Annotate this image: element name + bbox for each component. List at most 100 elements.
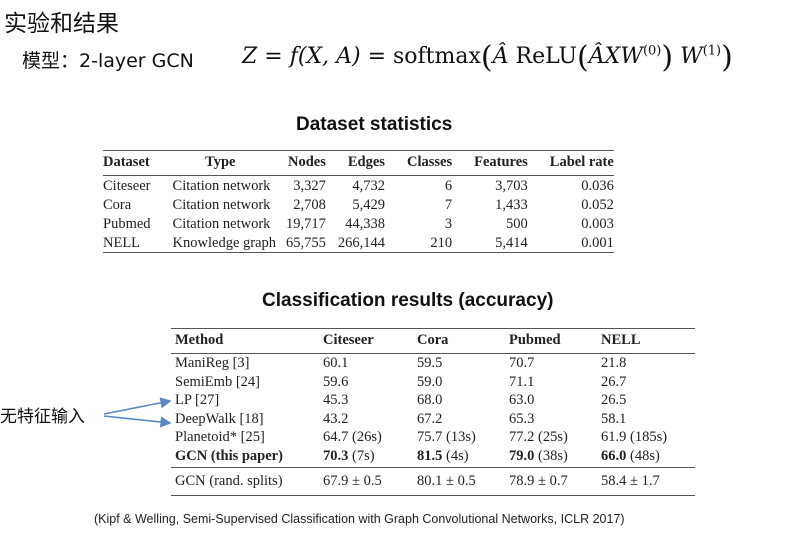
cell: 2,708 (293, 197, 326, 213)
col-header: Cora (413, 328, 505, 354)
model-label: 模型：2-layer GCN (22, 50, 194, 72)
cell: 21.8 (601, 355, 627, 371)
cell-value: 79.0 (509, 447, 535, 464)
cell: 66.0 (48s) (597, 446, 695, 468)
cell: 44,338 (345, 216, 385, 232)
cell: NELL (103, 233, 161, 253)
cell: Planetoid* [25] (175, 429, 265, 445)
cell: Citeseer (103, 178, 151, 194)
annotation-arrows (103, 397, 172, 428)
cell-value: 81.5 (417, 447, 443, 464)
cell: 58.4 ± 1.7 (597, 467, 695, 496)
cell-time: (38s) (534, 447, 568, 464)
cell: 43.2 (323, 410, 349, 427)
cell: 26.5 (601, 392, 627, 408)
col-header: Label rate (537, 150, 614, 176)
cell: 80.1 ± 0.5 (413, 467, 505, 496)
cell: 0.036 (581, 178, 614, 194)
col-header: Citeseer (319, 328, 413, 354)
cell: 81.5 (4s) (413, 446, 505, 468)
cell: ManiReg [3] (175, 355, 250, 371)
cell: Cora (103, 197, 132, 213)
col-header: Classes (394, 150, 463, 176)
table-row: Citeseer Citation network 3,327 4,732 6 … (103, 176, 614, 196)
cell: 70.7 (509, 355, 535, 371)
cell: 0.003 (581, 216, 614, 232)
cell: Knowledge graph (160, 233, 287, 253)
formula-w: W (680, 44, 703, 69)
cell: 3,327 (293, 178, 326, 194)
cell: 67.9 ± 0.5 (319, 467, 413, 496)
cell-time: (48s) (626, 447, 660, 464)
table-header-row: Dataset Type Nodes Edges Classes Feature… (103, 150, 614, 176)
table-row-gcn: GCN (this paper) 70.3 (7s) 81.5 (4s) 79.… (171, 446, 695, 468)
table-row: LP [27] 45.3 68.0 63.0 26.5 (171, 391, 695, 410)
formula-softmax: = softmax (360, 44, 481, 69)
formula-eq: = (257, 44, 290, 69)
cell: 3,703 (495, 178, 528, 194)
table-row-footer: GCN (rand. splits) 67.9 ± 0.5 80.1 ± 0.5… (171, 467, 695, 496)
col-header: Nodes (286, 150, 336, 176)
cell-value: 66.0 (601, 447, 627, 464)
col-header: Pubmed (505, 328, 597, 354)
cell: 26.7 (601, 373, 627, 390)
cell: 59.5 (417, 355, 443, 371)
cell: 45.3 (323, 392, 349, 408)
cell: 6 (444, 178, 453, 194)
formula-xw: XW (604, 44, 643, 69)
cell: 61.9 (185s) (601, 429, 668, 445)
cell: 75.7 (13s) (417, 429, 476, 445)
cell: 5,414 (462, 233, 538, 253)
cell: GCN (this paper) (171, 446, 319, 468)
table-row: ManiReg [3] 60.1 59.5 70.7 21.8 (171, 354, 695, 373)
cell: SemiEmb [24] (175, 373, 260, 390)
cell: 4,732 (352, 178, 385, 194)
cell: GCN (rand. splits) (171, 467, 319, 496)
formula-z: Z (242, 44, 258, 69)
cell: 65.3 (509, 410, 535, 427)
classification-table: Method Citeseer Cora Pubmed NELL ManiReg… (171, 328, 695, 496)
cell: 65,755 (286, 233, 336, 253)
cell: Citation network (172, 216, 271, 232)
formula-w1: (1) (702, 43, 722, 59)
table-row: NELL Knowledge graph 65,755 266,144 210 … (103, 233, 614, 253)
cell: 63.0 (509, 392, 535, 408)
cell: 70.3 (7s) (319, 446, 413, 468)
cell: Citation network (172, 197, 271, 213)
classification-title: Classification results (accuracy) (262, 290, 554, 311)
dataset-stats-title: Dataset statistics (296, 114, 453, 135)
cell: 64.7 (26s) (323, 429, 382, 445)
cell: 79.0 (38s) (505, 446, 597, 468)
cell: 59.0 (417, 373, 443, 390)
cell: 5,429 (352, 197, 385, 213)
cell: LP [27] (175, 392, 220, 408)
cell-value: 70.3 (323, 447, 349, 464)
arrow-to-lp (103, 397, 172, 415)
dataset-stats-table: Dataset Type Nodes Edges Classes Feature… (103, 150, 614, 253)
col-header: Method (171, 328, 319, 354)
cell: 210 (394, 233, 463, 253)
formula-args: (X, A) (297, 44, 361, 69)
citation: (Kipf & Welling, Semi-Supervised Classif… (94, 512, 625, 526)
cell: 0.001 (537, 233, 614, 253)
formula-inner-ahat: Â (588, 44, 605, 69)
col-header: NELL (597, 328, 695, 354)
cell: 19,717 (286, 216, 326, 232)
cell: 1,433 (495, 197, 528, 213)
cell: 60.1 (323, 355, 349, 371)
slide-heading: 实验和结果 (4, 11, 119, 37)
cell: 3 (444, 216, 453, 232)
cell: 78.9 ± 0.7 (505, 467, 597, 496)
table-row: Cora Citation network 2,708 5,429 7 1,43… (103, 195, 614, 214)
col-header: Dataset (103, 150, 161, 176)
formula-w0: (0) (642, 43, 662, 59)
cell: 0.052 (581, 197, 614, 213)
cell: Pubmed (103, 216, 151, 232)
table-row: Planetoid* [25] 64.7 (26s) 75.7 (13s) 77… (171, 428, 695, 447)
table-row: SemiEmb [24] 59.6 59.0 71.1 26.7 (171, 373, 695, 392)
cell: Citation network (172, 178, 271, 194)
cell: 500 (506, 216, 528, 232)
formula-f: f (289, 44, 298, 69)
cell: 266,144 (335, 233, 395, 253)
cell: 77.2 (25s) (509, 429, 568, 445)
